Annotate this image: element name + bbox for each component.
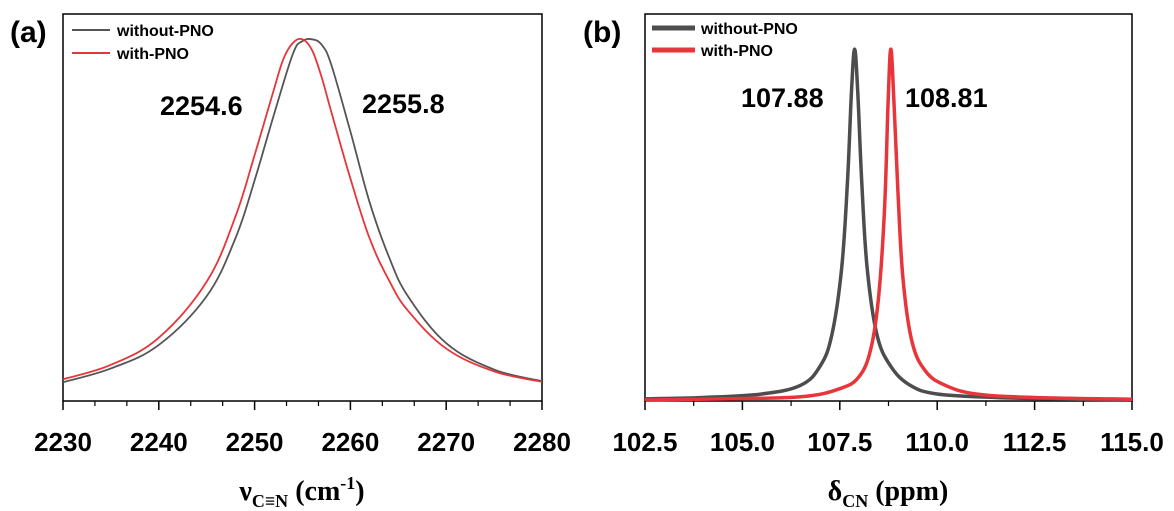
panel-b-chart: (b) 102.5 105.0 107.5 110.0 112.5 115.0 witho… <box>583 13 1164 511</box>
x-tick-label: 115.0 <box>1100 427 1164 457</box>
x-tick-label: 2260 <box>321 427 379 457</box>
peak-label-without-pno: 2255.8 <box>362 89 445 119</box>
panel-b-series <box>644 47 1133 402</box>
panel-b-label: (b) <box>583 16 621 49</box>
x-tick-label: 110.0 <box>905 427 969 457</box>
peak-label-without-pno: 107.88 <box>741 83 824 113</box>
panel-a-label: (a) <box>10 16 47 49</box>
peak-label-with-pno: 108.81 <box>905 83 988 113</box>
panel-a-x-axis: 2230 2240 2250 2260 2270 2280 <box>34 401 571 457</box>
x-tick-label: 112.5 <box>1003 427 1067 457</box>
legend-label-with-pno: with-PNO <box>116 46 189 63</box>
series-line-without-pno <box>62 38 543 384</box>
peak-label-with-pno: 2254.6 <box>160 91 243 121</box>
x-tick-label: 105.0 <box>710 427 775 457</box>
x-tick-label: 2270 <box>417 427 475 457</box>
panel-a-series <box>62 37 543 384</box>
x-tick-label: 107.5 <box>807 427 872 457</box>
x-tick-label: 2230 <box>34 427 92 457</box>
series-line-with-pno <box>644 47 1133 402</box>
x-tick-label: 102.5 <box>612 427 677 457</box>
panel-a-plot-frame <box>62 13 543 402</box>
series-line-without-pno <box>644 47 1133 402</box>
series-line-with-pno <box>62 37 543 383</box>
panel-b-x-axis-title: δCN (ppm) <box>828 476 949 511</box>
panel-b-x-axis: 102.5 105.0 107.5 110.0 112.5 115.0 <box>612 401 1164 457</box>
panel-a-legend: without-PNO with-PNO <box>72 23 214 63</box>
panel-a-chart: (a) 2230 2240 2250 2260 2270 2280 without-PNO… <box>10 13 571 511</box>
panel-a-x-axis-title: νC≡N (cm-1) <box>238 473 364 511</box>
legend-label-with-pno: with-PNO <box>700 43 773 60</box>
legend-label-without-pno: without-PNO <box>700 21 798 38</box>
panel-b-legend: without-PNO with-PNO <box>652 21 798 60</box>
legend-label-without-pno: without-PNO <box>116 23 214 40</box>
x-tick-label: 2250 <box>226 427 284 457</box>
x-tick-label: 2280 <box>513 427 571 457</box>
x-tick-label: 2240 <box>130 427 188 457</box>
